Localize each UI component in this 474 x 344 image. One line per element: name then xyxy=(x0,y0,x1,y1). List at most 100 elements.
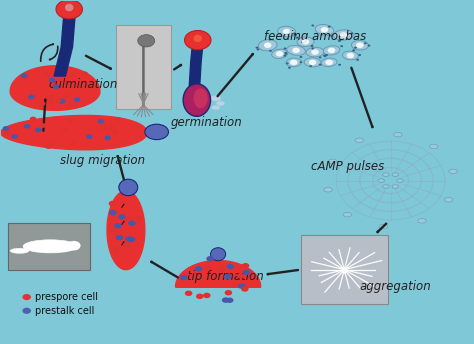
Circle shape xyxy=(325,54,328,56)
Circle shape xyxy=(180,275,188,280)
Circle shape xyxy=(328,47,335,53)
Circle shape xyxy=(283,29,291,34)
Circle shape xyxy=(48,100,55,105)
Circle shape xyxy=(264,43,272,48)
Circle shape xyxy=(319,56,321,58)
Ellipse shape xyxy=(321,58,337,67)
Polygon shape xyxy=(189,44,203,86)
Ellipse shape xyxy=(119,179,138,196)
Ellipse shape xyxy=(211,105,220,110)
Circle shape xyxy=(182,271,189,277)
Ellipse shape xyxy=(397,179,403,182)
Circle shape xyxy=(328,26,331,28)
Circle shape xyxy=(241,286,249,292)
Circle shape xyxy=(185,291,192,296)
Ellipse shape xyxy=(379,224,388,229)
Circle shape xyxy=(364,42,367,44)
Circle shape xyxy=(218,267,225,272)
Circle shape xyxy=(24,124,30,129)
Ellipse shape xyxy=(343,212,352,217)
Circle shape xyxy=(112,130,118,135)
Circle shape xyxy=(44,72,50,77)
Circle shape xyxy=(46,142,53,147)
Ellipse shape xyxy=(383,173,389,176)
Circle shape xyxy=(222,297,229,303)
Circle shape xyxy=(138,35,155,47)
Polygon shape xyxy=(10,66,100,110)
Text: prestalk cell: prestalk cell xyxy=(35,306,95,316)
Circle shape xyxy=(300,61,302,63)
Circle shape xyxy=(126,216,134,222)
Ellipse shape xyxy=(449,169,457,174)
Ellipse shape xyxy=(392,185,399,188)
Ellipse shape xyxy=(304,58,321,67)
Text: slug migration: slug migration xyxy=(60,153,145,166)
Ellipse shape xyxy=(324,187,332,192)
Circle shape xyxy=(109,229,117,234)
Circle shape xyxy=(290,60,298,65)
Circle shape xyxy=(309,65,312,67)
Circle shape xyxy=(293,32,296,34)
Circle shape xyxy=(196,293,203,299)
Circle shape xyxy=(31,94,37,99)
Circle shape xyxy=(53,84,59,89)
Circle shape xyxy=(296,37,299,39)
Circle shape xyxy=(121,141,128,146)
Ellipse shape xyxy=(287,45,305,55)
Circle shape xyxy=(135,215,143,221)
Circle shape xyxy=(225,290,232,295)
Circle shape xyxy=(350,32,353,34)
Circle shape xyxy=(340,45,343,47)
Circle shape xyxy=(39,101,46,106)
Ellipse shape xyxy=(258,40,277,51)
FancyBboxPatch shape xyxy=(8,223,91,270)
Circle shape xyxy=(206,256,214,261)
Circle shape xyxy=(203,293,210,298)
Circle shape xyxy=(237,273,245,279)
Ellipse shape xyxy=(210,248,226,261)
Text: cAMP pulses: cAMP pulses xyxy=(311,160,385,173)
Circle shape xyxy=(128,237,135,242)
Ellipse shape xyxy=(286,58,301,67)
Ellipse shape xyxy=(355,138,364,142)
Ellipse shape xyxy=(392,173,399,176)
Circle shape xyxy=(227,264,234,269)
Ellipse shape xyxy=(183,84,210,116)
Circle shape xyxy=(70,72,77,77)
Circle shape xyxy=(45,144,52,149)
Circle shape xyxy=(56,0,82,19)
Circle shape xyxy=(283,47,286,50)
Circle shape xyxy=(112,247,120,253)
Circle shape xyxy=(338,64,341,66)
Ellipse shape xyxy=(193,35,202,42)
Ellipse shape xyxy=(351,41,368,50)
Ellipse shape xyxy=(278,26,296,37)
Circle shape xyxy=(40,123,46,128)
Circle shape xyxy=(109,210,117,215)
Circle shape xyxy=(104,126,111,130)
Ellipse shape xyxy=(65,4,73,11)
Circle shape xyxy=(125,236,133,241)
Circle shape xyxy=(339,32,347,38)
Circle shape xyxy=(294,34,297,36)
Circle shape xyxy=(356,59,359,61)
Ellipse shape xyxy=(334,30,353,40)
Text: germination: germination xyxy=(171,116,242,129)
Text: prespore cell: prespore cell xyxy=(35,292,98,302)
Circle shape xyxy=(115,117,122,122)
Circle shape xyxy=(292,47,300,53)
Polygon shape xyxy=(1,116,147,150)
Text: aggregation: aggregation xyxy=(359,280,431,293)
Ellipse shape xyxy=(315,24,334,35)
Circle shape xyxy=(338,39,341,41)
Circle shape xyxy=(310,45,313,47)
Circle shape xyxy=(284,52,287,54)
Circle shape xyxy=(325,60,333,65)
Circle shape xyxy=(324,55,327,57)
Circle shape xyxy=(242,263,249,268)
Ellipse shape xyxy=(306,47,324,57)
Ellipse shape xyxy=(193,88,208,108)
Circle shape xyxy=(276,51,283,56)
Circle shape xyxy=(256,49,259,51)
Circle shape xyxy=(104,136,111,140)
